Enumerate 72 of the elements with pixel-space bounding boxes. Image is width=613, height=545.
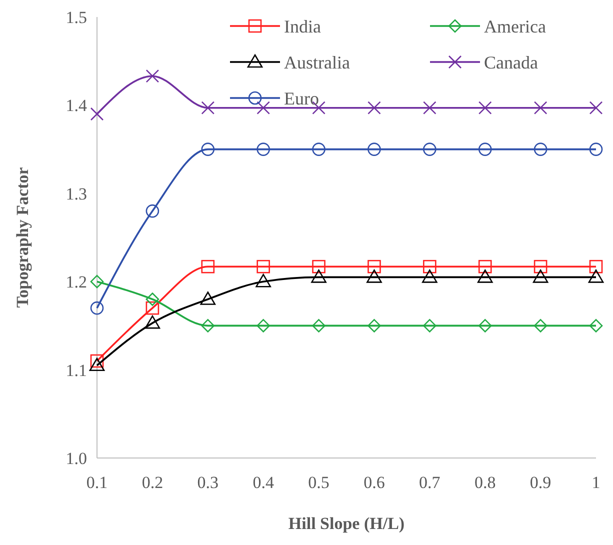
y-tick-label: 1.2 — [66, 272, 87, 292]
point — [534, 319, 548, 332]
point — [311, 270, 326, 283]
point — [478, 319, 492, 332]
point — [256, 142, 270, 156]
x-tick-label: 0.2 — [142, 473, 164, 492]
y-axis-title: Topography Factor — [13, 166, 32, 308]
point — [368, 260, 381, 274]
point — [312, 319, 326, 332]
x-tick-label: 0.4 — [252, 473, 274, 492]
point — [201, 260, 215, 274]
point — [423, 101, 436, 114]
point — [89, 358, 105, 372]
point — [90, 107, 104, 121]
point — [146, 69, 160, 83]
point — [146, 292, 160, 306]
point — [368, 142, 381, 156]
point — [478, 260, 492, 274]
y-tick-label: 1.0 — [66, 448, 87, 468]
point — [478, 101, 492, 114]
legend-label: India — [284, 16, 321, 36]
legend-label: Canada — [484, 52, 538, 72]
point — [146, 204, 160, 218]
point — [534, 142, 548, 156]
y-tick-label: 1.5 — [66, 8, 87, 27]
point — [90, 301, 104, 315]
point — [534, 101, 548, 114]
x-tick-label: 0.7 — [419, 473, 441, 492]
point — [201, 142, 215, 156]
point — [312, 142, 326, 156]
point — [423, 319, 436, 332]
point — [368, 319, 381, 332]
point — [368, 101, 381, 114]
point — [200, 292, 216, 305]
point — [201, 101, 215, 114]
point — [146, 301, 160, 315]
x-axis-title: Hill Slope (H/L) — [288, 514, 405, 533]
y-tick-label: 1.3 — [66, 184, 87, 204]
point — [589, 260, 603, 274]
point — [256, 274, 271, 288]
point — [477, 270, 493, 283]
point — [90, 354, 104, 368]
x-tick-label: 0.6 — [364, 473, 385, 492]
point — [589, 142, 603, 156]
y-tick-label: 1.4 — [66, 96, 88, 116]
x-tick-label: 0.1 — [86, 473, 108, 492]
point — [423, 142, 436, 156]
legend-label: America — [484, 16, 546, 36]
point — [312, 260, 326, 274]
legend-label: Euro — [284, 88, 319, 108]
x-tick-label: 1 — [592, 473, 600, 492]
legend-label: Australia — [284, 52, 350, 72]
point — [201, 319, 215, 332]
point — [144, 315, 160, 329]
y-tick-label: 1.1 — [66, 360, 87, 380]
point — [256, 101, 270, 114]
point — [588, 270, 604, 283]
point — [532, 270, 548, 283]
point — [478, 142, 492, 156]
x-tick-label: 0.9 — [530, 473, 552, 492]
x-tick-label: 0.3 — [197, 473, 219, 492]
point — [589, 101, 603, 114]
point — [256, 319, 270, 332]
point — [422, 270, 438, 283]
point — [589, 319, 603, 332]
point — [366, 270, 382, 283]
point — [423, 260, 436, 274]
point — [534, 260, 548, 274]
x-tick-label: 0.8 — [474, 473, 496, 492]
x-tick-label: 0.5 — [308, 473, 330, 492]
point — [90, 274, 104, 288]
point — [256, 260, 270, 274]
